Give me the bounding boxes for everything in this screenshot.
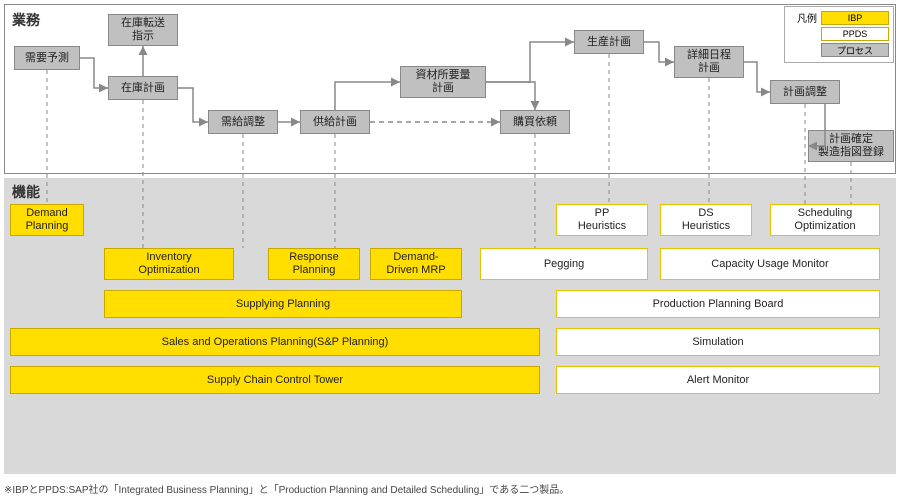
proc-material-req: 資材所要量計画 (400, 66, 486, 98)
ibp-inventory-opt: InventoryOptimization (104, 248, 234, 280)
proc-demand-forecast: 需要予測 (14, 46, 80, 70)
ppds-pp-heuristics: PPHeuristics (556, 204, 648, 236)
proc-detailed-sched: 詳細日程計画 (674, 46, 744, 78)
ibp-sop: Sales and Operations Planning(S&P Planni… (10, 328, 540, 356)
bottom-section-title: 機能 (12, 182, 40, 202)
proc-supply-demand-adj: 需給調整 (208, 110, 278, 134)
ppds-pegging: Pegging (480, 248, 648, 280)
ppds-alert-monitor: Alert Monitor (556, 366, 880, 394)
legend-swatch-ppds: PPDS (821, 27, 889, 41)
footnote: ※IBPとPPDS:SAP社の「Integrated Business Plan… (4, 481, 569, 496)
ppds-simulation: Simulation (556, 328, 880, 356)
proc-stock-transfer: 在庫転送指示 (108, 14, 178, 46)
ibp-scct: Supply Chain Control Tower (10, 366, 540, 394)
ppds-sched-opt: SchedulingOptimization (770, 204, 880, 236)
legend-swatch-ibp: IBP (821, 11, 889, 25)
ppds-ds-heuristics: DSHeuristics (660, 204, 752, 236)
ibp-demand-planning: DemandPlanning (10, 204, 84, 236)
ibp-dd-mrp: Demand-Driven MRP (370, 248, 462, 280)
legend-swatch-proc: プロセス (821, 43, 889, 57)
proc-supply-plan: 供給計画 (300, 110, 370, 134)
proc-production-plan: 生産計画 (574, 30, 644, 54)
proc-plan-fix: 計画確定製造指図登録 (808, 130, 894, 162)
ppds-capacity-monitor: Capacity Usage Monitor (660, 248, 880, 280)
proc-plan-adjust: 計画調整 (770, 80, 840, 104)
proc-purchase-req: 購買依頼 (500, 110, 570, 134)
function-panel (4, 178, 896, 474)
ibp-supplying-planning: Supplying Planning (104, 290, 462, 318)
proc-inventory-plan: 在庫計画 (108, 76, 178, 100)
legend: 凡例 IBP PPDS プロセス (784, 6, 894, 63)
top-section-title: 業務 (12, 10, 40, 30)
ibp-response-planning: ResponsePlanning (268, 248, 360, 280)
ppds-prod-planning-board: Production Planning Board (556, 290, 880, 318)
legend-title: 凡例 (789, 10, 817, 25)
